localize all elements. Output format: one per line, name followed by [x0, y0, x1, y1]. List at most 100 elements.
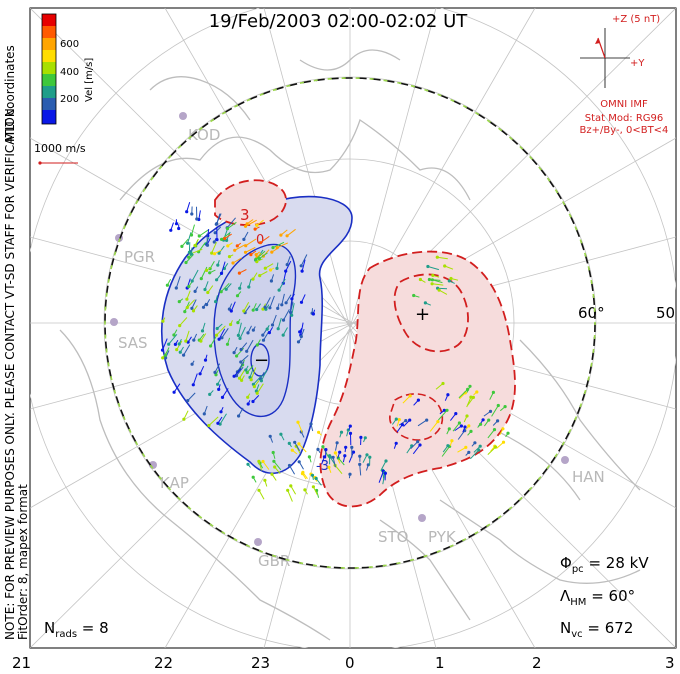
velocity-vector-origin	[220, 395, 225, 399]
velocity-vector-origin	[246, 462, 250, 466]
velocity-vector	[187, 392, 196, 401]
velocity-vector-origin	[465, 414, 469, 418]
potential-max-marker: +	[415, 304, 430, 325]
mlt-tick-0: 0	[345, 654, 355, 672]
velocity-vector-origin	[397, 418, 401, 422]
heppner-maynard-boundary-color	[104, 77, 596, 569]
velocity-vector-origin	[231, 261, 235, 265]
positive-cell-small	[214, 179, 287, 226]
velocity-vector-origin	[257, 459, 261, 463]
velocity-vector	[237, 322, 242, 336]
velocity-vector-origin	[350, 445, 354, 449]
velocity-vector-origin	[496, 419, 500, 423]
imf-z-label: +Z (5 nT)	[612, 14, 660, 25]
velocity-vector-origin	[286, 488, 290, 492]
velocity-vector	[221, 261, 226, 274]
velocity-vector-origin	[311, 485, 315, 489]
velocity-vector-origin	[215, 238, 219, 242]
velocity-vector-origin	[177, 226, 181, 231]
positive-cell	[319, 250, 516, 508]
velocity-vector-origin	[208, 392, 212, 396]
velocity-vector-origin	[214, 333, 219, 337]
velocity-vector-origin	[288, 310, 293, 314]
velocity-vector-origin	[251, 328, 255, 332]
velocity-vector	[179, 317, 188, 326]
mlt-tick-22: 22	[154, 654, 173, 672]
velocity-vector-origin	[237, 414, 241, 418]
velocity-vector-origin	[418, 277, 422, 282]
velocity-vector-origin	[343, 454, 347, 458]
velocity-vector	[191, 224, 195, 236]
velocity-vector-origin	[257, 257, 261, 261]
station-marker	[561, 456, 569, 464]
velocity-vector-origin	[327, 465, 331, 469]
velocity-vector-origin	[496, 403, 500, 408]
velocity-vector-origin	[303, 488, 307, 492]
velocity-vector-origin	[446, 393, 450, 397]
velocity-vector-origin	[251, 399, 255, 404]
velocity-vector-origin	[477, 448, 481, 452]
velocity-vector	[457, 430, 466, 440]
velocity-vector-origin	[469, 395, 473, 399]
velocity-vector-origin	[297, 460, 301, 464]
velocity-vector-origin	[331, 455, 335, 459]
velocity-vector-origin	[321, 445, 325, 449]
velocity-vector-origin	[227, 255, 232, 259]
velocity-vector-origin	[287, 463, 292, 468]
velocity-vector-origin	[261, 338, 266, 342]
velocity-vector	[417, 419, 427, 427]
velocity-vector-origin	[215, 326, 219, 331]
velocity-vector	[232, 257, 242, 264]
velocity-vector	[199, 229, 210, 237]
station-sas: SAS	[118, 334, 148, 352]
velocity-vector-origin	[185, 297, 189, 301]
velocity-vector-origin	[394, 441, 398, 445]
velocity-vector-origin	[289, 484, 293, 488]
velocity-vector-origin	[276, 327, 280, 331]
velocity-vector-origin	[226, 244, 230, 248]
velocity-vector-origin	[200, 329, 205, 333]
velocity-vector	[410, 441, 419, 450]
velocity-vector-origin	[471, 395, 475, 399]
velocity-vector	[298, 443, 307, 453]
velocity-vector-origin	[441, 381, 445, 386]
mlt-tick-23: 23	[251, 654, 270, 672]
velocity-vector	[259, 252, 268, 260]
velocity-vector-origin	[284, 269, 288, 273]
velocity-vector	[226, 217, 236, 229]
velocity-vector-origin	[223, 236, 227, 241]
velocity-vector-origin	[267, 331, 271, 335]
mlt-tick-3: 3	[665, 654, 675, 672]
velocity-vector-origin	[416, 440, 420, 444]
velocity-vector-origin	[237, 376, 242, 380]
velocity-vector	[234, 244, 246, 251]
velocity-vector-origin	[240, 378, 244, 382]
velocity-vector-origin	[259, 379, 263, 383]
velocity-vector-origin	[488, 409, 493, 413]
velocity-vector-origin	[243, 250, 248, 254]
colorbar-tick-400: 400	[60, 67, 79, 78]
mlt-axis: 21 22 23 0 1 2 3	[12, 654, 675, 672]
velocity-vector-origin	[216, 263, 220, 267]
colorbar-segment	[42, 110, 56, 124]
velocity-vector-origin	[467, 450, 471, 454]
velocity-vector	[236, 361, 245, 373]
velocity-vector-origin	[431, 273, 435, 277]
velocity-vector-origin	[310, 473, 315, 477]
velocity-vector-origin	[207, 423, 211, 428]
velocity-vector-origin	[494, 445, 498, 449]
velocity-vector	[230, 301, 236, 312]
velocity-vector	[185, 330, 190, 342]
velocity-vector-origin	[469, 429, 473, 433]
velocity-vector-origin	[446, 444, 450, 448]
velocity-vector-origin	[348, 472, 352, 476]
lat-label-50: 50°	[656, 304, 680, 322]
velocity-vector	[214, 363, 221, 373]
colorbar-segment	[42, 62, 56, 74]
velocity-vector-origin	[261, 459, 265, 464]
velocity-vector-origin	[255, 307, 259, 312]
velocity-vector	[437, 256, 448, 260]
velocity-vector-origin	[348, 431, 353, 435]
velocity-vector	[300, 322, 304, 336]
velocity-vector-origin	[467, 424, 471, 428]
